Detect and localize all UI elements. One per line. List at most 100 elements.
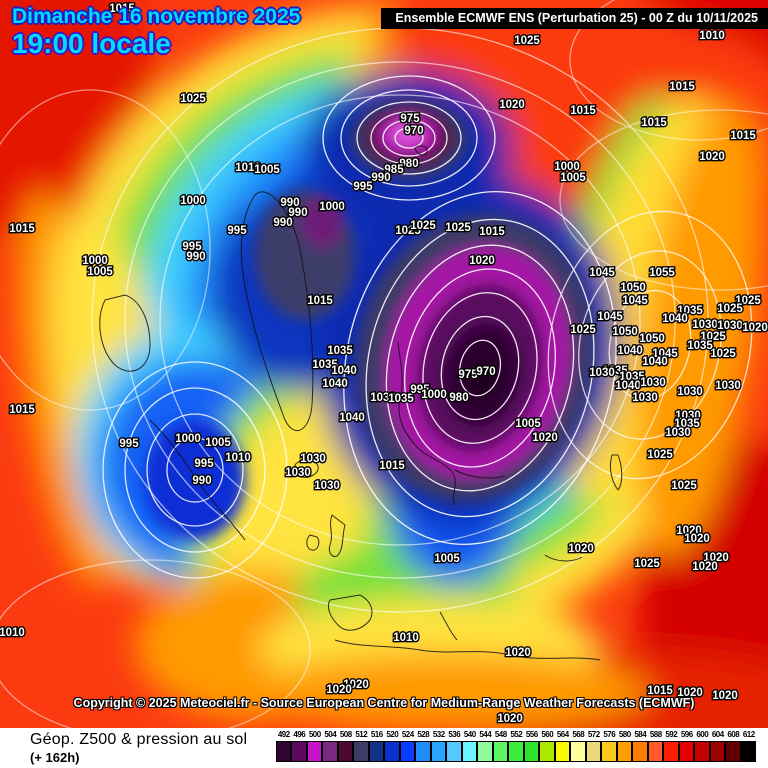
- pressure-label: 1030: [314, 480, 340, 492]
- pressure-label: 1020: [497, 713, 523, 725]
- pressure-label: 990: [371, 172, 390, 184]
- pressure-label: 1025: [710, 348, 736, 360]
- colorbar-stop: 540: [461, 729, 478, 762]
- colorbar-swatch: [647, 741, 663, 762]
- pressure-label: 1030: [640, 377, 666, 389]
- colorbar-value: 588: [649, 730, 662, 739]
- colorbar-swatch: [585, 741, 601, 762]
- pressure-label: 1020: [692, 561, 718, 573]
- pressure-label: 1030: [300, 453, 326, 465]
- colorbar-value: 580: [618, 730, 631, 739]
- colorbar-stop: 596: [678, 729, 695, 762]
- pressure-label: 1040: [642, 356, 668, 368]
- map-caption: Géop. Z500 & pression au sol (+ 162h): [30, 731, 247, 765]
- colorbar-value: 560: [541, 730, 554, 739]
- colorbar-value: 552: [510, 730, 523, 739]
- colorbar-swatch: [384, 741, 400, 762]
- colorbar-swatch: [306, 741, 322, 762]
- pressure-label: 1005: [205, 437, 231, 449]
- pressure-label: 975: [400, 113, 420, 125]
- colorbar-swatch: [725, 741, 741, 762]
- pressure-label: 1020: [703, 552, 729, 564]
- colorbar-swatch: [291, 741, 307, 762]
- coastlines: [99, 145, 623, 661]
- pressure-label: 1040: [617, 345, 643, 357]
- colorbar-swatch: [539, 741, 555, 762]
- pressure-label: 1030: [665, 427, 691, 439]
- colorbar-stop: 536: [446, 729, 463, 762]
- pressure-label: 1030: [717, 320, 743, 332]
- colorbar-stop: 568: [570, 729, 587, 762]
- pressure-label: 1045: [622, 295, 648, 307]
- pressure-label: 1000: [554, 161, 580, 173]
- pressure-label: 1000: [180, 195, 206, 207]
- pressure-label: 1015: [647, 685, 673, 697]
- colorbar-swatch: [570, 741, 586, 762]
- colorbar-value: 496: [293, 730, 306, 739]
- colorbar-swatch: [353, 741, 369, 762]
- colorbar-stop: 576: [601, 729, 618, 762]
- pressure-label: 995: [119, 438, 139, 450]
- colorbar-stop: 520: [384, 729, 401, 762]
- pressure-label: 990: [280, 197, 299, 209]
- pressure-label: 1020: [742, 322, 768, 334]
- colorbar-value: 600: [696, 730, 709, 739]
- colorbar-stop: 504: [322, 729, 339, 762]
- pressure-label: 1005: [254, 164, 280, 176]
- pressure-label: 1035: [674, 418, 700, 430]
- pressure-label: 1020: [684, 533, 710, 545]
- colorbar-swatch: [322, 741, 338, 762]
- pressure-label: 1025: [514, 35, 540, 47]
- pressure-label: 1040: [615, 380, 641, 392]
- colorbar-stop: 572: [585, 729, 602, 762]
- colorbar-stop: 548: [492, 729, 509, 762]
- colorbar-stop: 556: [523, 729, 540, 762]
- colorbar-value: 568: [572, 730, 585, 739]
- colorbar-stop: 524: [399, 729, 416, 762]
- colorbar-stop: 588: [647, 729, 664, 762]
- colorbar-value: 604: [711, 730, 724, 739]
- pressure-label: 1000: [175, 433, 201, 445]
- colorbar-stop: 600: [694, 729, 711, 762]
- colorbar-stop: 584: [632, 729, 649, 762]
- caption-leadtime: (+ 162h): [30, 750, 80, 765]
- pressure-label: 1005: [515, 418, 541, 430]
- pressure-label: 1010: [699, 30, 725, 42]
- pressure-label: 1015: [479, 226, 505, 238]
- pressure-label: 1025: [180, 93, 206, 105]
- map-area: 1015 1025 1025 1010 1020 1015 1015 1015 1015 1020…: [0, 0, 768, 728]
- colorbar-value: 612: [742, 730, 755, 739]
- pressure-label: 1010: [225, 452, 251, 464]
- pressure-label: 1020: [699, 151, 725, 163]
- colorbar-value: 508: [339, 730, 352, 739]
- pressure-label: 1015: [641, 117, 667, 129]
- pressure-label: 995: [227, 225, 247, 237]
- colorbar-swatch: [601, 741, 617, 762]
- colorbar-swatch: [368, 741, 384, 762]
- colorbar-value: 528: [417, 730, 430, 739]
- pressure-label: 1015: [9, 223, 35, 235]
- colorbar-swatch: [678, 741, 694, 762]
- pressure-label: 1020: [677, 687, 703, 699]
- colorbar-stop: 592: [663, 729, 680, 762]
- pressure-label: 1020: [505, 647, 531, 659]
- colorbar-swatch: [554, 741, 570, 762]
- pressure-label: 990: [288, 207, 307, 219]
- pressure-label: 1025: [647, 449, 673, 461]
- colorbar-stop: 496: [291, 729, 308, 762]
- pressure-label: 1020: [343, 679, 369, 691]
- pressure-label: 1050: [639, 333, 665, 345]
- pressure-label: 980: [399, 158, 418, 170]
- bottom-bar: Géop. Z500 & pression au sol (+ 162h) 49…: [0, 728, 768, 768]
- pressure-label: 1000: [421, 389, 447, 401]
- pressure-label: 1045: [589, 267, 615, 279]
- colorbar-stop: 532: [430, 729, 447, 762]
- colorbar-value: 572: [587, 730, 600, 739]
- colorbar-value: 548: [494, 730, 507, 739]
- pressure-label: 1020: [499, 99, 525, 111]
- pressure-label: 995: [182, 241, 202, 253]
- pressure-label: 1025: [700, 331, 726, 343]
- pressure-label: 970: [404, 125, 423, 137]
